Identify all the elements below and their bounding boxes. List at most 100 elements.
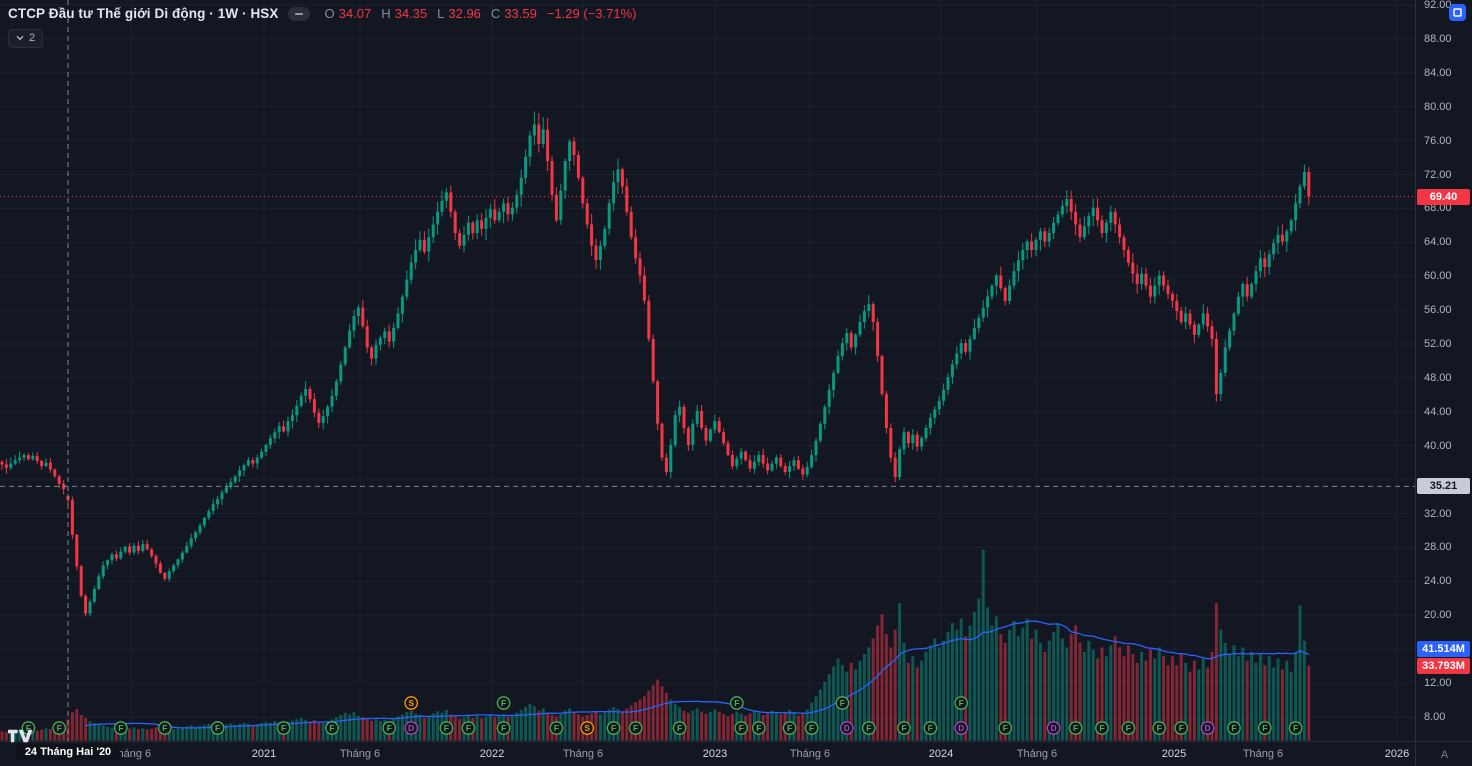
- event-marker-F[interactable]: F: [628, 721, 643, 735]
- low-value: 32.96: [448, 6, 481, 21]
- svg-text:F: F: [501, 723, 506, 733]
- svg-text:F: F: [26, 723, 31, 733]
- event-marker-F[interactable]: F: [1257, 721, 1272, 735]
- event-marker-F[interactable]: F: [461, 721, 476, 735]
- svg-text:F: F: [959, 698, 964, 708]
- event-marker-F[interactable]: F: [1227, 721, 1241, 735]
- event-marker-F[interactable]: F: [439, 721, 454, 735]
- svg-text:F: F: [281, 723, 286, 733]
- event-marker-D[interactable]: D: [1200, 721, 1215, 735]
- svg-text:F: F: [739, 723, 744, 733]
- svg-text:F: F: [734, 698, 739, 708]
- event-marker-F[interactable]: F: [954, 696, 969, 710]
- event-marker-S[interactable]: S: [580, 721, 595, 735]
- event-marker-F[interactable]: F: [751, 721, 766, 735]
- event-marker-F[interactable]: F: [672, 721, 687, 735]
- open-label: O: [324, 6, 335, 21]
- event-marker-F[interactable]: F: [496, 721, 511, 735]
- event-marker-F[interactable]: F: [835, 696, 850, 710]
- svg-text:F: F: [1073, 723, 1078, 733]
- svg-text:F: F: [1099, 723, 1104, 733]
- event-marker-D[interactable]: D: [404, 721, 419, 735]
- price-tick: 84.00: [1424, 66, 1452, 79]
- event-marker-F[interactable]: F: [1068, 721, 1083, 735]
- price-tick: 48.00: [1424, 371, 1452, 384]
- svg-text:D: D: [1051, 723, 1057, 733]
- event-marker-F[interactable]: F: [1121, 721, 1136, 735]
- price-tick: 64.00: [1424, 236, 1452, 249]
- svg-text:F: F: [215, 723, 220, 733]
- event-marker-F[interactable]: F: [52, 721, 67, 735]
- axis-corner[interactable]: A: [1415, 741, 1472, 766]
- time-axis-label: 2023: [702, 748, 728, 760]
- event-marker-F[interactable]: F: [1095, 721, 1109, 735]
- price-tick: 40.00: [1424, 439, 1452, 452]
- price-tick: 92.00: [1424, 0, 1452, 11]
- event-marker-F[interactable]: F: [157, 721, 172, 735]
- svg-text:S: S: [584, 723, 590, 733]
- svg-text:D: D: [844, 723, 850, 733]
- price-tick: 52.00: [1424, 338, 1452, 351]
- symbol-title[interactable]: CTCP Đầu tư Thế giới Di động · 1W · HSX: [8, 6, 279, 21]
- time-axis-label: 2024: [928, 748, 954, 760]
- high-label: H: [381, 6, 391, 21]
- event-marker-F[interactable]: F: [897, 721, 911, 735]
- event-marker-F[interactable]: F: [210, 721, 225, 735]
- price-tick: 8.00: [1424, 711, 1446, 723]
- tradingview-logo[interactable]: [8, 729, 33, 748]
- event-marker-F[interactable]: F: [734, 721, 749, 735]
- event-marker-D[interactable]: D: [839, 721, 854, 735]
- time-axis[interactable]: Tháng 6 2021 Tháng 6 2022 Tháng 6 2023 Tháng 6…: [0, 741, 1415, 766]
- price-tick: 12.00: [1424, 677, 1452, 690]
- low-label: L: [437, 6, 445, 21]
- svg-text:F: F: [633, 723, 638, 733]
- event-marker-F[interactable]: F: [861, 721, 876, 735]
- svg-text:F: F: [1126, 723, 1131, 733]
- event-marker-F[interactable]: F: [782, 721, 797, 735]
- price-tick: 80.00: [1424, 100, 1452, 113]
- price-tick: 56.00: [1424, 304, 1452, 317]
- time-axis-label: 2021: [251, 748, 277, 760]
- legend-collapse-button[interactable]: 2: [8, 28, 44, 48]
- event-marker-F[interactable]: F: [549, 721, 564, 735]
- svg-text:F: F: [162, 723, 167, 733]
- event-marker-D[interactable]: D: [1046, 721, 1061, 735]
- svg-text:F: F: [1157, 723, 1162, 733]
- svg-text:F: F: [787, 723, 792, 733]
- event-marker-F[interactable]: F: [729, 696, 744, 710]
- last-price-badge: 69.40: [1417, 188, 1470, 205]
- event-marker-F[interactable]: F: [276, 721, 291, 735]
- event-marker-F[interactable]: F: [496, 696, 511, 710]
- svg-text:F: F: [1003, 723, 1008, 733]
- chart-legend: CTCP Đầu tư Thế giới Di động · 1W · HSX …: [8, 6, 636, 48]
- svg-text:F: F: [444, 723, 449, 733]
- event-marker-F[interactable]: F: [113, 721, 128, 735]
- price-tick: 32.00: [1424, 507, 1452, 520]
- event-marker-F[interactable]: F: [1152, 721, 1167, 735]
- event-marker-F[interactable]: F: [1288, 721, 1303, 735]
- event-marker-F[interactable]: F: [382, 721, 397, 735]
- price-tick: 20.00: [1424, 609, 1452, 622]
- crosshair-time-badge: 24 Tháng Hai '20: [15, 744, 121, 760]
- svg-text:F: F: [866, 723, 871, 733]
- legend-more-button[interactable]: [287, 6, 310, 21]
- svg-text:F: F: [57, 723, 62, 733]
- event-marker-F[interactable]: F: [998, 721, 1013, 735]
- price-tick: 60.00: [1424, 270, 1452, 283]
- event-marker-F[interactable]: F: [804, 721, 819, 735]
- price-chart-canvas[interactable]: F F F F F F F F S D F F F F F S F F F F F F F F F D F F F F D F D F F F F F D F…: [0, 0, 1415, 741]
- pane-maximize-button[interactable]: [1449, 4, 1466, 21]
- event-marker-F[interactable]: F: [325, 721, 339, 735]
- corner-label: A: [1440, 748, 1449, 761]
- svg-text:F: F: [329, 723, 334, 733]
- svg-text:D: D: [1205, 723, 1211, 733]
- minus-icon: [294, 12, 303, 15]
- event-marker-F[interactable]: F: [606, 721, 621, 735]
- event-marker-D[interactable]: D: [954, 721, 969, 735]
- price-tick: 44.00: [1424, 405, 1452, 418]
- price-axis[interactable]: 92.00 88.00 84.00 80.00 76.00 72.00 68.00 64.00…: [1415, 0, 1472, 741]
- event-marker-F[interactable]: F: [1174, 721, 1189, 735]
- event-marker-F[interactable]: F: [923, 721, 938, 735]
- tradingview-logo-icon: [8, 729, 33, 743]
- event-marker-S[interactable]: S: [404, 696, 419, 710]
